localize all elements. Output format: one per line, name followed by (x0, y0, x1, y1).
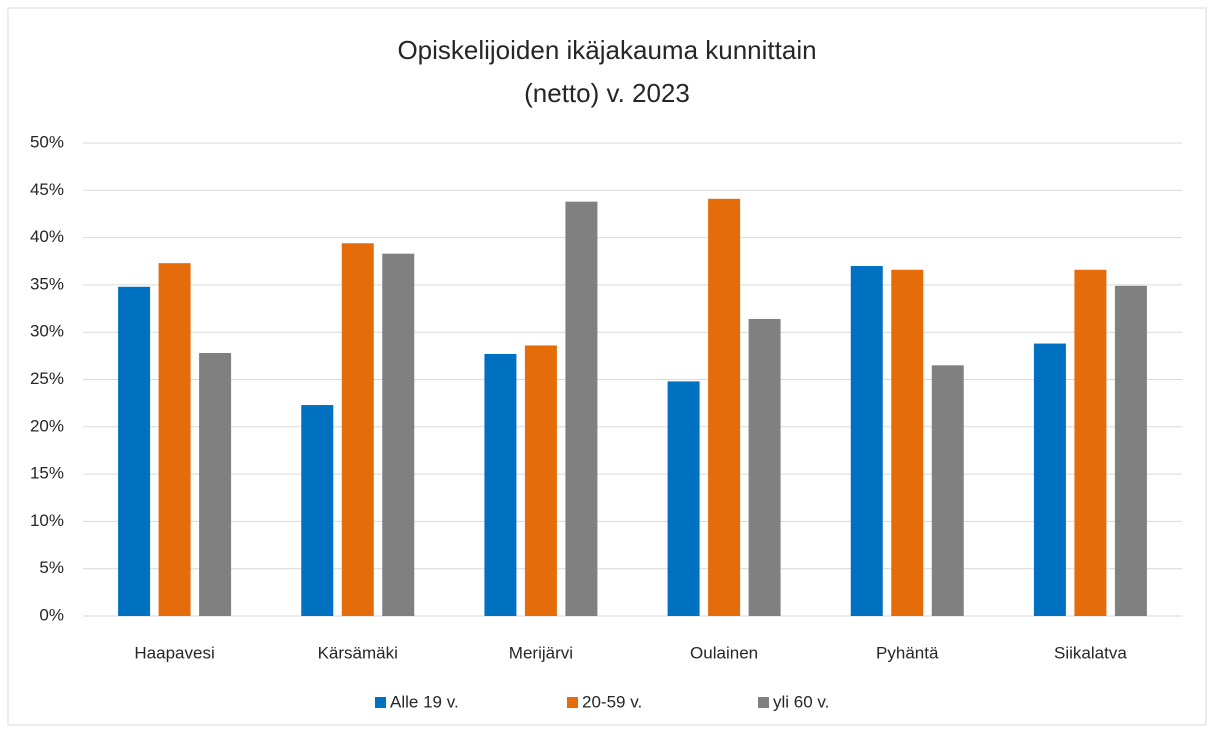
y-tick-label: 40% (30, 227, 64, 246)
chart-title: (netto) v. 2023 (524, 78, 690, 108)
y-tick-label: 35% (30, 274, 64, 293)
legend-swatch (567, 697, 578, 708)
x-tick-label: Kärsämäki (318, 643, 398, 662)
bar (1033, 343, 1066, 616)
bar (891, 269, 924, 616)
chart-title: Opiskelijoiden ikäjakauma kunnittain (397, 35, 816, 65)
y-tick-label: 30% (30, 322, 64, 341)
x-tick-label: Pyhäntä (876, 643, 939, 662)
bar (931, 365, 964, 616)
y-tick-label: 50% (30, 132, 64, 151)
x-tick-label: Oulainen (690, 643, 758, 662)
legend-swatch (375, 697, 386, 708)
y-tick-label: 25% (30, 369, 64, 388)
bar (341, 243, 374, 616)
bar (1074, 269, 1107, 616)
bar (565, 201, 598, 617)
bar (748, 318, 781, 616)
bar (1114, 285, 1147, 616)
bar (667, 381, 700, 616)
bar (708, 198, 741, 616)
x-tick-label: Siikalatva (1054, 643, 1127, 662)
bar (118, 286, 151, 616)
legend-label: yli 60 v. (773, 692, 829, 711)
legend-label: Alle 19 v. (390, 692, 459, 711)
y-tick-label: 10% (30, 511, 64, 530)
y-tick-label: 0% (39, 605, 64, 624)
bar (524, 345, 557, 616)
bar (850, 265, 883, 616)
legend-label: 20-59 v. (582, 692, 642, 711)
bar (484, 353, 517, 616)
y-tick-label: 15% (30, 464, 64, 483)
x-tick-label: Merijärvi (509, 643, 573, 662)
bar (199, 353, 232, 616)
y-tick-label: 20% (30, 416, 64, 435)
y-tick-label: 45% (30, 180, 64, 199)
legend-swatch (758, 697, 769, 708)
y-tick-label: 5% (39, 558, 64, 577)
bar (382, 253, 415, 616)
bar (158, 263, 191, 616)
x-tick-label: Haapavesi (134, 643, 214, 662)
bar (301, 405, 334, 616)
